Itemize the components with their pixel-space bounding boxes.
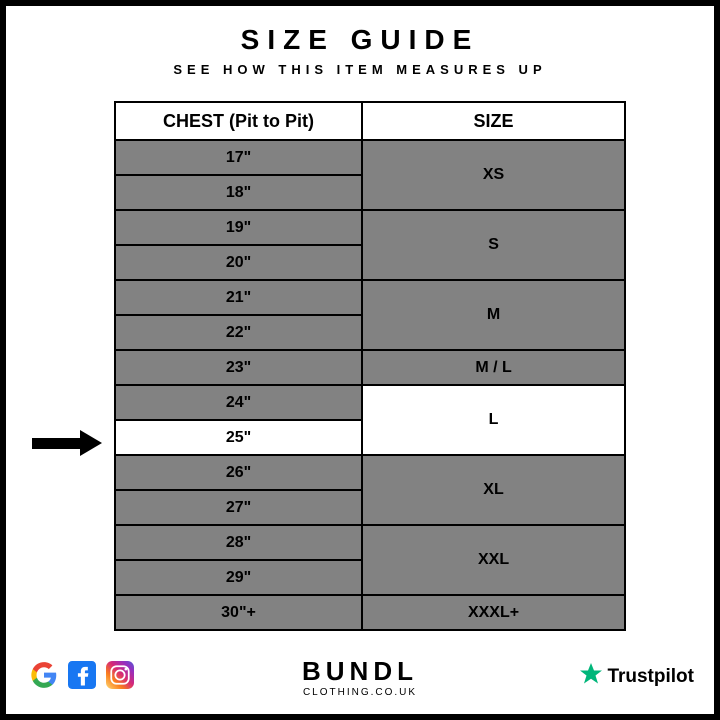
instagram-icon[interactable] bbox=[106, 661, 134, 694]
size-cell-highlighted: L bbox=[362, 385, 625, 455]
chest-cell: 24" bbox=[115, 385, 362, 420]
brand-logo: BUNDL CLOTHING.CO.UK bbox=[302, 656, 418, 698]
table-row: 28" XXL bbox=[115, 525, 625, 560]
footer: BUNDL CLOTHING.CO.UK Trustpilot bbox=[6, 646, 714, 700]
chest-cell: 21" bbox=[115, 280, 362, 315]
chest-cell: 17" bbox=[115, 140, 362, 175]
size-cell: M bbox=[362, 280, 625, 350]
size-cell: XXL bbox=[362, 525, 625, 595]
size-cell: XS bbox=[362, 140, 625, 210]
chest-cell: 27" bbox=[115, 490, 362, 525]
google-icon[interactable] bbox=[30, 661, 58, 694]
table-row: 17" XS bbox=[115, 140, 625, 175]
social-icons bbox=[30, 661, 134, 694]
chest-cell: 28" bbox=[115, 525, 362, 560]
chest-cell: 22" bbox=[115, 315, 362, 350]
size-table: CHEST (Pit to Pit) SIZE 17" XS 18" 19" S… bbox=[114, 101, 626, 631]
trustpilot-star-icon bbox=[579, 662, 603, 692]
size-cell: S bbox=[362, 210, 625, 280]
table-row: 23" M / L bbox=[115, 350, 625, 385]
indicator-arrow-icon bbox=[32, 430, 104, 456]
column-header-chest: CHEST (Pit to Pit) bbox=[115, 102, 362, 140]
table-row: 30"+ XXXL+ bbox=[115, 595, 625, 630]
chest-cell: 20" bbox=[115, 245, 362, 280]
trustpilot-label: Trustpilot bbox=[607, 666, 694, 688]
brand-domain: CLOTHING.CO.UK bbox=[302, 687, 418, 698]
size-cell: XL bbox=[362, 455, 625, 525]
chest-cell: 30"+ bbox=[115, 595, 362, 630]
chest-cell: 18" bbox=[115, 175, 362, 210]
table-row: 21" M bbox=[115, 280, 625, 315]
size-cell: XXXL+ bbox=[362, 595, 625, 630]
page-subtitle: SEE HOW THIS ITEM MEASURES UP bbox=[6, 62, 714, 77]
trustpilot-badge[interactable]: Trustpilot bbox=[579, 662, 694, 692]
table-row: 24" L bbox=[115, 385, 625, 420]
brand-name: BUNDL bbox=[302, 656, 418, 687]
size-cell: M / L bbox=[362, 350, 625, 385]
table-row: 19" S bbox=[115, 210, 625, 245]
chest-cell-highlighted: 25" bbox=[115, 420, 362, 455]
chest-cell: 19" bbox=[115, 210, 362, 245]
chest-cell: 29" bbox=[115, 560, 362, 595]
facebook-icon[interactable] bbox=[68, 661, 96, 694]
page-title: SIZE GUIDE bbox=[6, 24, 714, 56]
table-row: 26" XL bbox=[115, 455, 625, 490]
column-header-size: SIZE bbox=[362, 102, 625, 140]
chest-cell: 23" bbox=[115, 350, 362, 385]
chest-cell: 26" bbox=[115, 455, 362, 490]
